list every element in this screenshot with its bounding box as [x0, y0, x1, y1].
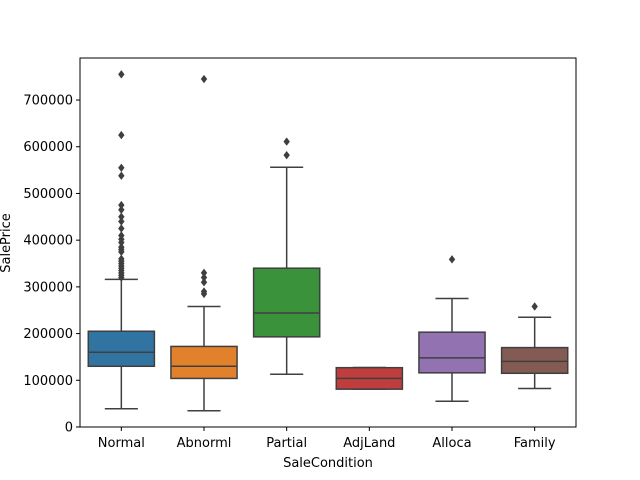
outlier-point [531, 302, 538, 311]
x-tick-label: Normal [98, 436, 145, 451]
box-iqr [418, 331, 486, 374]
box-group-normal [87, 70, 156, 410]
y-tick-label: 700000 [23, 94, 73, 109]
box-iqr [170, 345, 238, 380]
y-tick-label: 200000 [23, 327, 73, 342]
box-group-adjland [335, 366, 404, 390]
box-group-alloca [418, 255, 486, 403]
boxes-layer [87, 70, 569, 412]
x-tick-label: Abnorml [177, 436, 232, 451]
outlier-point [118, 163, 125, 172]
box-group-family [500, 302, 569, 390]
outlier-point [200, 287, 208, 296]
outlier-point [200, 268, 208, 278]
outlier-point [118, 171, 125, 180]
outlier-point [200, 278, 208, 287]
outlier-point [283, 150, 290, 160]
x-tick-label: Alloca [432, 436, 471, 451]
x-tick-label: Partial [266, 436, 307, 451]
axes-layer: 0 100000 200000 300000 400000 500000 600000 700… [23, 57, 577, 451]
outlier-point [118, 205, 125, 215]
outlier-point [283, 137, 290, 146]
plot-frame [79, 57, 577, 428]
x-tick-label: Family [514, 436, 556, 451]
outlier-point [118, 217, 125, 226]
x-axis-label: SaleCondition [283, 456, 373, 471]
outlier-point [118, 242, 125, 252]
outlier-point [118, 254, 125, 264]
y-tick-label: 600000 [23, 140, 73, 155]
outlier-point [200, 273, 208, 282]
box-group-partial [252, 137, 321, 375]
outlier-point [118, 231, 125, 240]
y-tick-label: 100000 [23, 374, 73, 389]
box-iqr [500, 346, 569, 375]
outlier-point [118, 224, 125, 233]
outlier-point [118, 212, 125, 222]
box-iqr [87, 330, 156, 368]
y-axis-label: SalePrice [0, 213, 14, 273]
y-tick-label: 400000 [23, 234, 73, 249]
outlier-point [118, 130, 125, 140]
y-tick-label: 300000 [23, 280, 73, 295]
x-tick-label: AdjLand [343, 436, 395, 451]
outlier-point [118, 70, 125, 79]
y-tick-label: 500000 [23, 187, 73, 202]
box-iqr [252, 267, 321, 338]
outlier-point [118, 200, 125, 210]
outlier-point [200, 74, 208, 84]
box-group-abnorml [170, 74, 238, 412]
outlier-point [448, 255, 456, 264]
y-tick-label: 0 [65, 421, 73, 436]
